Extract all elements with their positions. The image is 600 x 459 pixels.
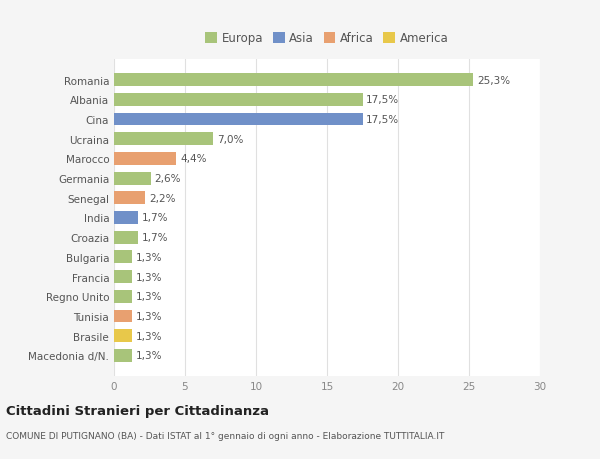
Bar [114,133,214,146]
Text: 2,6%: 2,6% [154,174,181,184]
Text: 1,7%: 1,7% [142,233,168,243]
Text: 2,2%: 2,2% [149,193,175,203]
Text: 1,3%: 1,3% [136,252,163,263]
Bar [114,172,151,185]
Bar [114,251,133,264]
Bar [114,113,362,126]
Text: 1,7%: 1,7% [142,213,168,223]
Text: 17,5%: 17,5% [366,95,399,105]
Bar [114,74,473,87]
Text: 1,3%: 1,3% [136,291,163,302]
Bar [114,192,145,205]
Bar [114,310,133,323]
Bar [114,271,133,283]
Text: 7,0%: 7,0% [217,134,244,145]
Text: Cittadini Stranieri per Cittadinanza: Cittadini Stranieri per Cittadinanza [6,404,269,417]
Text: 1,3%: 1,3% [136,272,163,282]
Bar [114,330,133,342]
Text: 1,3%: 1,3% [136,331,163,341]
Text: 4,4%: 4,4% [180,154,206,164]
Bar [114,290,133,303]
Text: COMUNE DI PUTIGNANO (BA) - Dati ISTAT al 1° gennaio di ogni anno - Elaborazione : COMUNE DI PUTIGNANO (BA) - Dati ISTAT al… [6,431,445,441]
Text: 17,5%: 17,5% [366,115,399,125]
Bar [114,349,133,362]
Text: 1,3%: 1,3% [136,351,163,361]
Text: 1,3%: 1,3% [136,311,163,321]
Legend: Europa, Asia, Africa, America: Europa, Asia, Africa, America [200,28,454,50]
Bar [114,94,362,106]
Bar [114,212,138,224]
Text: 25,3%: 25,3% [477,75,510,85]
Bar [114,153,176,165]
Bar [114,231,138,244]
